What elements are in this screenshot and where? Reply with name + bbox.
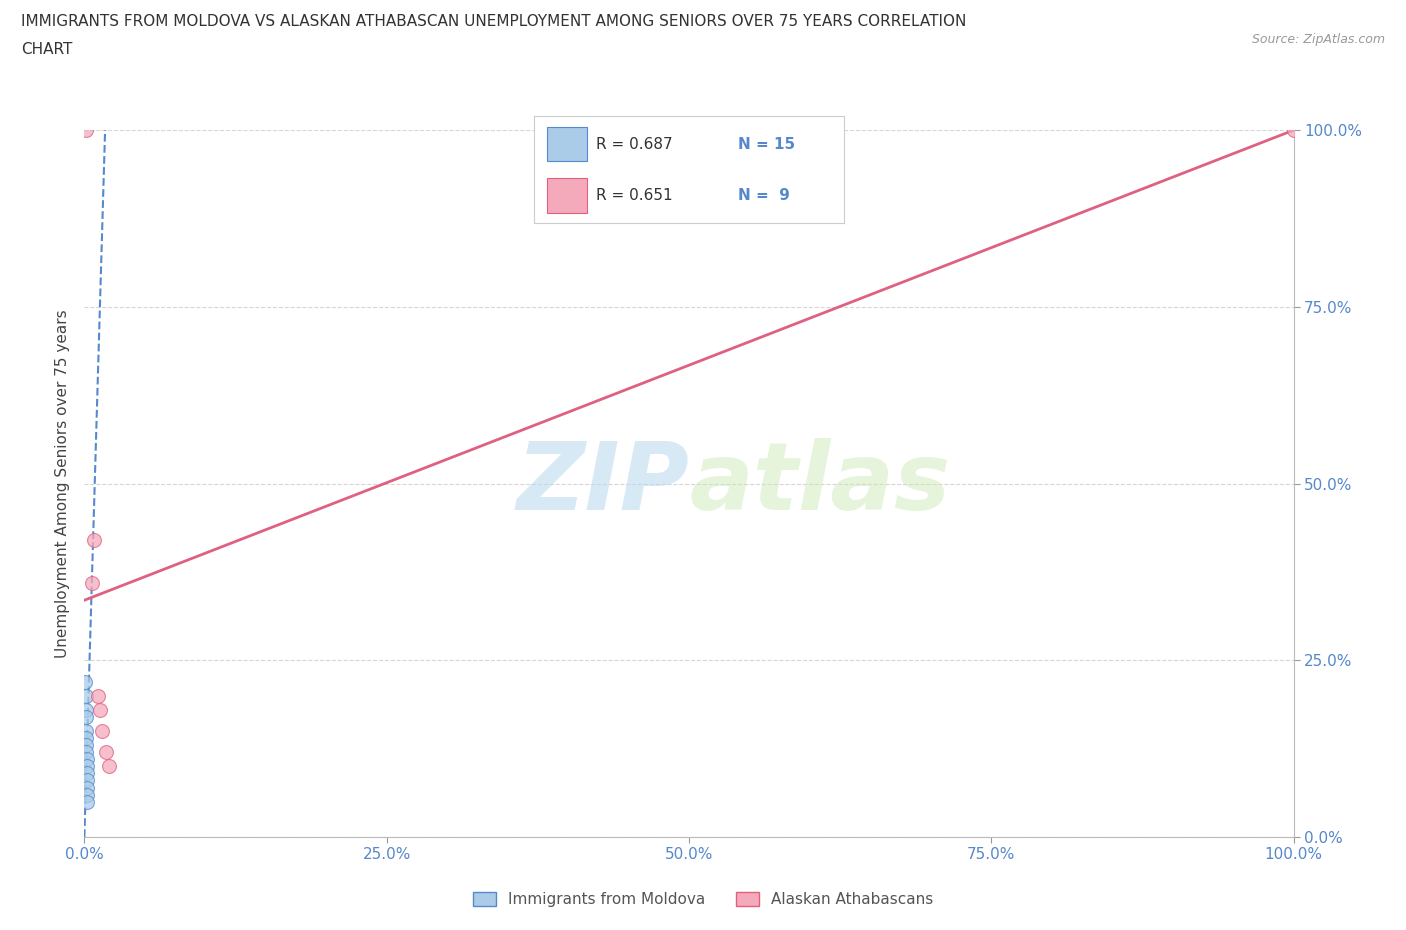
Point (75, 674, 97, 689)
Point (83, 533, 105, 548)
Point (75, 737, 97, 752)
Point (75, 724, 97, 738)
Text: N = 15: N = 15 (738, 137, 796, 152)
Point (75, 688, 97, 703)
Point (76, 787, 98, 802)
Point (76, 794, 98, 809)
Point (76, 759, 98, 774)
Text: IMMIGRANTS FROM MOLDOVA VS ALASKAN ATHABASCAN UNEMPLOYMENT AMONG SENIORS OVER 75: IMMIGRANTS FROM MOLDOVA VS ALASKAN ATHAB… (21, 14, 966, 29)
Text: atlas: atlas (689, 438, 950, 529)
Text: Source: ZipAtlas.com: Source: ZipAtlas.com (1251, 33, 1385, 46)
Point (97, 759, 120, 774)
Point (91, 724, 114, 738)
Point (75, 123, 97, 138)
Point (80, 575, 103, 590)
Text: ZIP: ZIP (516, 438, 689, 529)
Text: R = 0.687: R = 0.687 (596, 137, 672, 152)
Legend: Immigrants from Moldova, Alaskan Athabascans: Immigrants from Moldova, Alaskan Athabas… (467, 885, 939, 913)
Point (75, 745, 97, 760)
Point (75, 702, 97, 717)
Point (75, 731, 97, 746)
Point (76, 766, 98, 781)
Point (94, 745, 117, 760)
Point (1282, 123, 1305, 138)
Point (75, 710, 97, 724)
Point (76, 751, 98, 766)
Text: N =  9: N = 9 (738, 188, 790, 203)
Point (89, 702, 111, 717)
Bar (547, 126, 586, 161)
Point (86, 688, 108, 703)
Text: R = 0.651: R = 0.651 (596, 188, 672, 203)
Point (76, 773, 98, 788)
Point (76, 780, 98, 795)
Text: CHART: CHART (21, 42, 73, 57)
Bar (547, 179, 586, 213)
Y-axis label: Unemployment Among Seniors over 75 years: Unemployment Among Seniors over 75 years (55, 310, 70, 658)
